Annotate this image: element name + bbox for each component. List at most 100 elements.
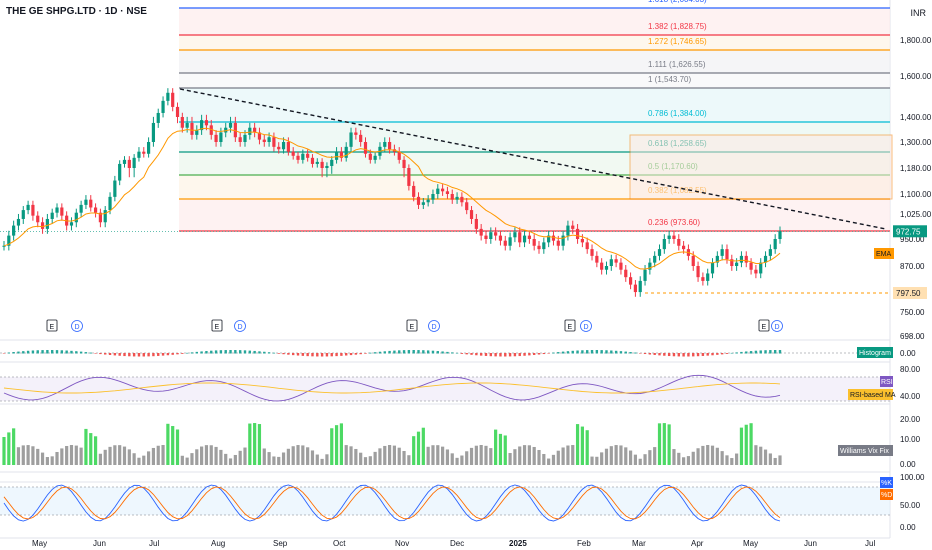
macd-histogram-bar (349, 353, 353, 356)
macd-histogram-bar (335, 353, 338, 357)
macd-histogram-bar (648, 353, 652, 355)
candle-body (180, 117, 184, 128)
candle-body (450, 194, 454, 200)
vix-bar (79, 447, 83, 465)
macd-histogram-bar (17, 351, 20, 354)
macd-histogram-bar (489, 353, 493, 357)
candle-body (69, 222, 74, 226)
candle-body (566, 225, 570, 236)
macd-histogram-bar (441, 351, 444, 354)
vix-bar (200, 446, 204, 465)
candle-body (585, 242, 589, 250)
macd-histogram-bar (451, 352, 454, 354)
macd-histogram-bar (687, 353, 690, 357)
vix-bar (773, 457, 777, 465)
candle-body (489, 232, 493, 239)
macd-histogram-bar (586, 350, 589, 354)
vix-bar (50, 456, 54, 465)
candle-body (778, 231, 782, 239)
vix-bar (248, 423, 252, 465)
macd-histogram-bar (84, 352, 88, 354)
candle-body (648, 262, 652, 270)
vix-bar (484, 445, 488, 465)
vix-bar (204, 445, 209, 465)
time-tick-label: Apr (691, 539, 704, 548)
candle-body (79, 204, 83, 213)
vix-bar (12, 428, 16, 465)
macd-histogram-bar (610, 350, 613, 354)
vix-bar (402, 451, 406, 465)
vix-bar (219, 449, 223, 465)
rsi-tick-label: 80.00 (900, 365, 921, 374)
vix-bar (291, 446, 295, 465)
macd-histogram-bar (12, 352, 15, 354)
vix-bar (590, 456, 594, 465)
candle-body (465, 202, 469, 211)
fib-level-label: 0.236 (973.60) (648, 218, 700, 227)
macd-histogram-bar (330, 353, 333, 357)
macd-histogram-bar (720, 353, 724, 355)
candle-body (45, 218, 49, 229)
price-tick-label: 1,025.00 (900, 210, 932, 219)
candle-body (474, 218, 478, 229)
vix-bar (624, 447, 628, 465)
candle-body (209, 125, 213, 135)
vix-bar (16, 447, 21, 465)
macd-histogram-bar (128, 353, 131, 357)
macd-histogram-bar (600, 350, 603, 354)
fib-zone (179, 8, 890, 35)
macd-histogram-bar (181, 353, 184, 354)
vix-bar (262, 448, 266, 465)
macd-histogram-bar (711, 353, 714, 356)
macd-histogram-bar (716, 353, 719, 355)
macd-histogram-bar (185, 352, 189, 354)
vix-bar (359, 452, 363, 465)
vix-bar (151, 447, 156, 465)
macd-histogram-bar (253, 350, 256, 354)
macd-histogram-bar (663, 353, 666, 356)
candle-body (609, 259, 613, 266)
earnings-marker (564, 319, 576, 332)
candle-body (2, 245, 6, 247)
candle-body (122, 159, 127, 164)
candle-body (667, 235, 671, 239)
candle-body (248, 127, 252, 135)
macd-histogram-bar (205, 351, 208, 354)
macd-histogram-bar (537, 353, 541, 355)
macd-histogram-bar (754, 350, 758, 354)
vix-bar (214, 446, 218, 465)
dividend-marker (234, 320, 246, 332)
vix-bar (479, 445, 483, 465)
candle-body (547, 235, 551, 243)
candle-body (715, 255, 719, 263)
low-price-badge (893, 287, 927, 299)
macd-histogram-bar (50, 350, 54, 354)
macd-histogram-bar (532, 353, 536, 355)
macd-histogram-bar (725, 353, 729, 354)
candle-body (677, 239, 681, 246)
candle-body (556, 240, 560, 246)
event-mark-label: D (75, 324, 80, 331)
candle-body (710, 262, 715, 274)
candle-body (195, 130, 199, 135)
dividend-marker (580, 320, 592, 332)
candle-body (267, 137, 271, 142)
candle-body (604, 266, 609, 270)
vix-bar (720, 451, 724, 465)
vix-bar (614, 445, 618, 465)
macd-histogram-bar (224, 350, 227, 354)
candle-body (484, 235, 488, 239)
candle-body (701, 277, 705, 281)
event-mark-label: D (775, 324, 780, 331)
vix-bar (749, 423, 753, 465)
vix-bar (195, 449, 199, 465)
candle-body (706, 273, 710, 281)
time-tick-label: Jun (804, 539, 817, 548)
candle-body (151, 122, 156, 142)
vix-bar (185, 457, 189, 465)
vix-bar (725, 455, 729, 465)
vix-bar (233, 454, 237, 465)
candle-body (272, 137, 276, 147)
vix-bar (648, 450, 652, 465)
